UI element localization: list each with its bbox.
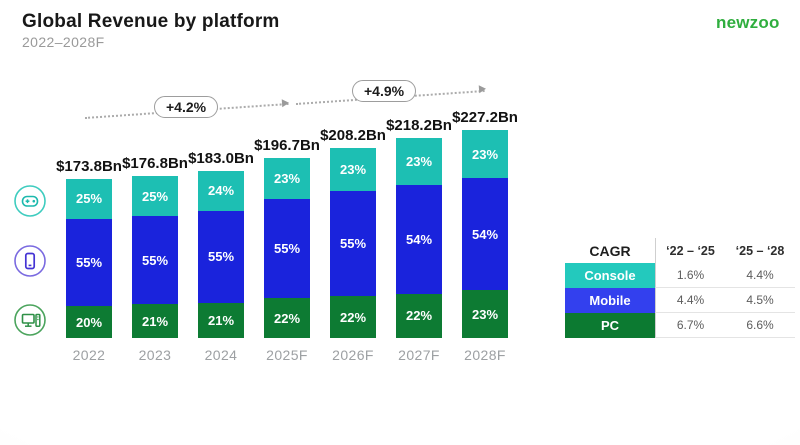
bar-total-label: $173.8Bn [56, 158, 122, 175]
cagr-row-label-pc: PC [565, 313, 655, 338]
arrowhead-icon [478, 84, 487, 94]
mobile-smartphone-icon [13, 244, 47, 278]
segment-pc: 21% [198, 302, 244, 338]
cagr-table-header-22-25: ‘22 – ‘25 [655, 238, 725, 263]
cagr-table: CAGR ‘22 – ‘25 ‘25 – ‘28 Console 1.6% 4.… [565, 238, 795, 338]
bar-category-label: 2027F [398, 347, 440, 363]
bar-2023: $176.8Bn 25% 55% 21% 2023 [122, 155, 188, 363]
cagr-table-header-label: CAGR [589, 242, 631, 259]
page-subtitle: 2022–2028F [22, 34, 105, 50]
segment-mobile: 54% [396, 184, 442, 294]
segment-console: 23% [264, 158, 310, 200]
segment-pc: 21% [132, 304, 178, 338]
segment-pc: 23% [462, 290, 508, 338]
cagr-pc-22-25: 6.7% [655, 313, 725, 338]
bar-total-label: $176.8Bn [122, 155, 188, 173]
bar-total-label: $183.0Bn [188, 149, 254, 167]
cagr-mobile-25-28: 4.5% [725, 288, 795, 313]
bar-2026f: $208.2Bn 23% 55% 22% 2026F [320, 127, 386, 364]
cagr-pill-2025-2028: +4.9% [352, 80, 417, 102]
bar-2022: $173.8Bn 25% 55% 20% 2022 [56, 158, 122, 363]
arrowhead-icon [281, 98, 290, 108]
segment-console: 25% [132, 176, 178, 217]
bar-2027f: $218.2Bn 23% 54% 22% 2027F [386, 117, 452, 363]
segment-pc: 22% [264, 298, 310, 338]
segment-mobile: 55% [330, 191, 376, 297]
cagr-row-label-console: Console [565, 263, 655, 288]
segment-pc: 22% [396, 293, 442, 338]
segment-mobile: 55% [264, 199, 310, 299]
segment-pc: 22% [330, 296, 376, 338]
segment-console: 23% [462, 130, 508, 178]
bar-2024: $183.0Bn 24% 55% 21% 2024 [188, 150, 254, 363]
cagr-pc-25-28: 6.6% [725, 313, 795, 338]
segment-pc: 20% [66, 306, 112, 338]
newzoo-logo: newzoo [716, 13, 780, 32]
segment-console: 23% [396, 138, 442, 185]
stacked-bar-chart: $173.8Bn 25% 55% 20% 2022 $176.8Bn 25% 55% 21% 20… [56, 109, 518, 364]
segment-mobile: 55% [198, 210, 244, 303]
bar-total-label: $208.2Bn [320, 126, 386, 144]
cagr-pill-2022-2025: +4.2% [154, 96, 219, 118]
cagr-mobile-22-25: 4.4% [655, 288, 725, 313]
bar-category-label: 2024 [204, 347, 238, 363]
bar-2025f: $196.7Bn 23% 55% 22% 2025F [254, 137, 320, 363]
bar-total-label: $218.2Bn [386, 117, 452, 135]
bar-category-label: 2026F [332, 347, 374, 363]
segment-console: 24% [198, 170, 244, 211]
bar-2028f: $227.2Bn 23% 54% 23% 2028F [452, 109, 518, 363]
segment-mobile: 54% [462, 177, 508, 291]
bar-category-label: 2025F [266, 347, 308, 363]
bar-category-label: 2028F [464, 347, 506, 363]
segment-mobile: 55% [132, 216, 178, 305]
cagr-row-label-mobile: Mobile [565, 288, 655, 313]
console-gamepad-icon [13, 184, 47, 218]
cagr-table-header-25-28: ‘25 – ‘28 [735, 243, 785, 258]
bar-category-label: 2022 [72, 347, 106, 363]
pc-desktop-icon [13, 303, 47, 337]
bar-total-label: $196.7Bn [254, 137, 320, 154]
page-title: Global Revenue by platform [22, 11, 280, 32]
segment-mobile: 55% [66, 218, 112, 307]
cagr-console-25-28: 4.4% [725, 263, 795, 288]
segment-console: 25% [66, 179, 112, 219]
cagr-console-22-25: 1.6% [655, 263, 725, 288]
segment-console: 23% [330, 147, 376, 192]
bar-category-label: 2023 [138, 347, 172, 363]
bar-total-label: $227.2Bn [452, 109, 518, 127]
